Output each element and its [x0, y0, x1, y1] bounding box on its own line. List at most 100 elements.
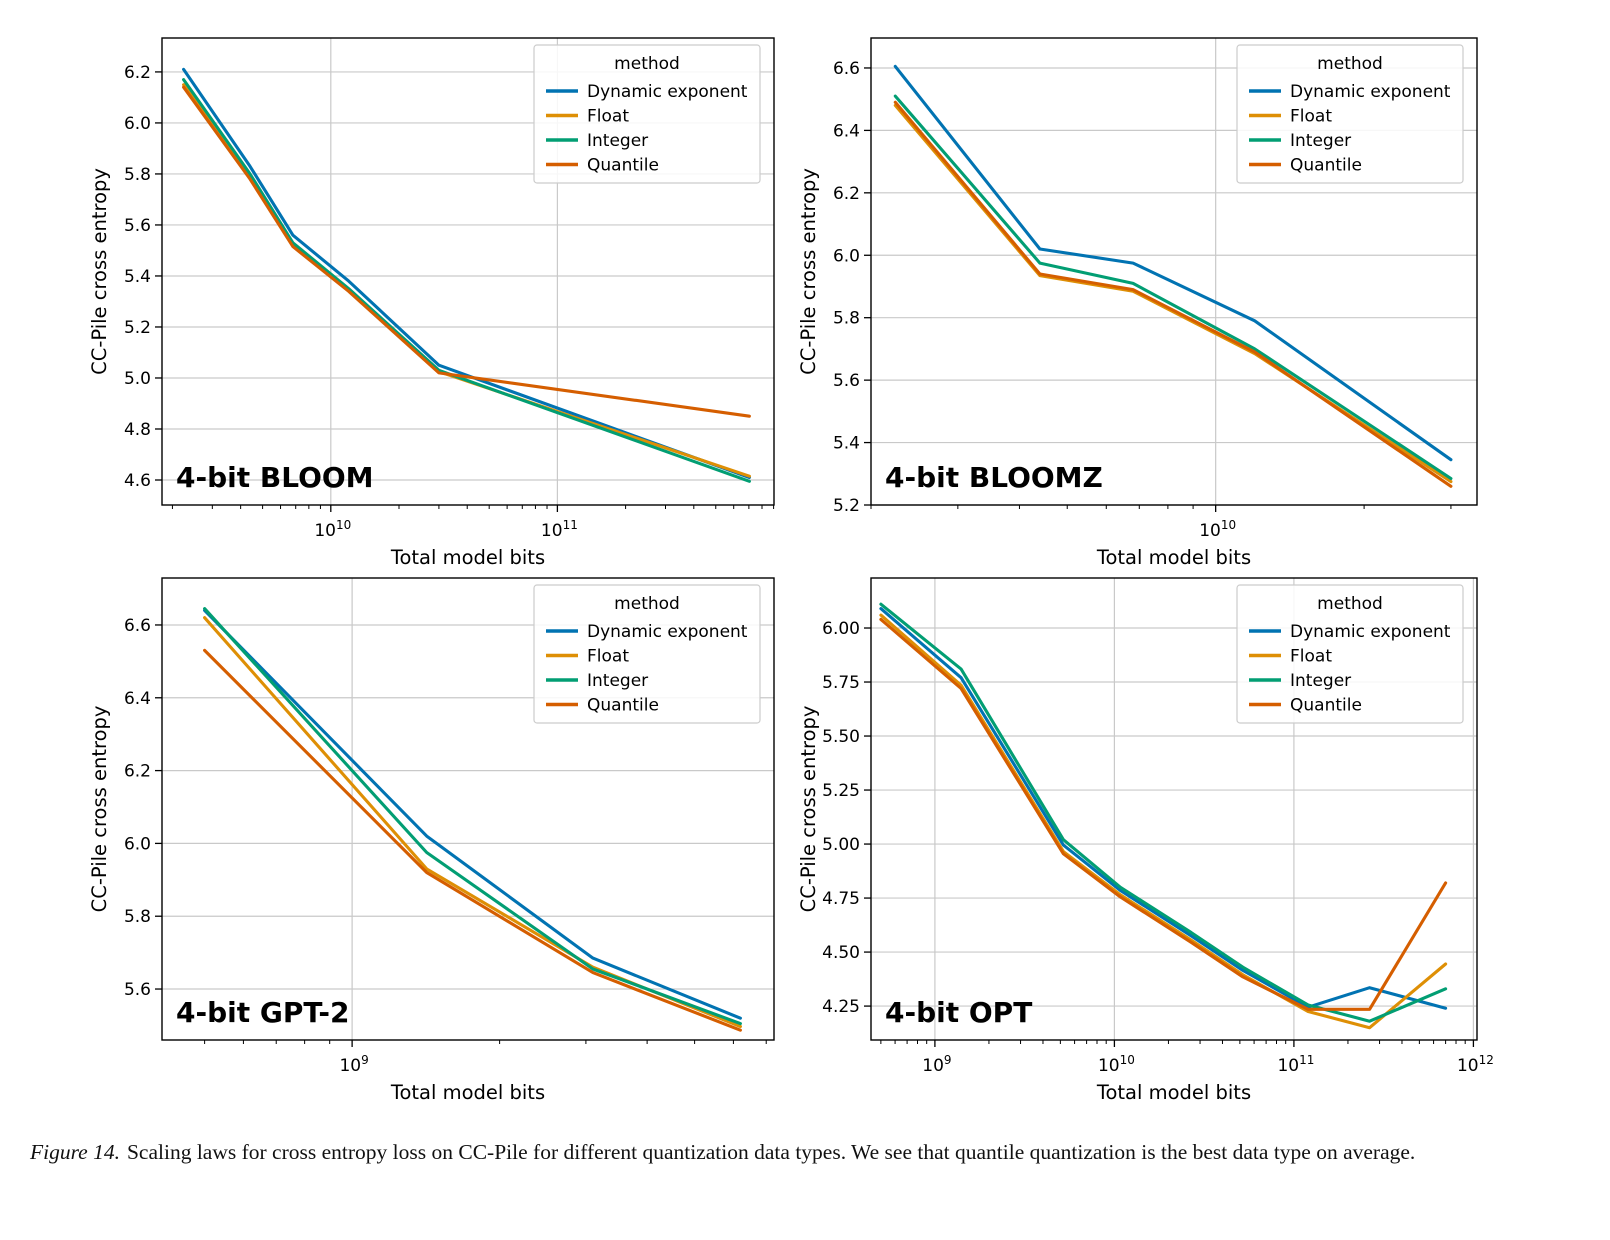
x-tick-label: 1010 [1199, 518, 1236, 541]
y-tick-label: 6.00 [822, 619, 860, 639]
legend-entry-integer: Integer [1290, 131, 1351, 151]
legend-box [1236, 584, 1464, 724]
legend-title: method [1317, 594, 1383, 614]
series-line-quantile [182, 85, 751, 418]
series-line-quantile [203, 648, 742, 1032]
y-tick-label: 6.2 [124, 762, 151, 782]
y-tick-label: 5.25 [822, 781, 860, 801]
y-tick-label: 5.8 [124, 907, 151, 927]
chart-4-bit-gpt-2: 109 5.6 5.8 6.0 6.2 6.4 6.6 Total model bits CC-… [88, 577, 775, 1100]
y-tick-label: 5.8 [124, 165, 151, 185]
y-tick-label: 5.75 [822, 673, 860, 693]
y-tick-label: 6.2 [833, 184, 860, 204]
y-tick-label: 5.50 [822, 727, 860, 747]
plot-border [161, 37, 775, 506]
y-tick-label: 6.6 [124, 616, 151, 636]
y-tick-label: 5.2 [833, 496, 860, 516]
legend: method Dynamic exponent Float Integer Quanti… [1236, 44, 1464, 184]
plot-title: 4-bit OPT [885, 996, 1032, 1029]
legend-box [533, 584, 761, 724]
legend-title: method [614, 54, 680, 74]
x-tick-label: 109 [922, 1053, 951, 1076]
plot-title: 4-bit BLOOM [176, 461, 374, 494]
chart-4-bit-bloom: 1010 1011 4.6 4.8 5.0 5.2 5.4 5.6 5.8 6.0 6.2 Total… [88, 37, 775, 569]
plot-border [161, 577, 775, 1041]
legend-entry-dynamic-exponent: Dynamic exponent [1290, 622, 1451, 642]
legend-entry-integer: Integer [587, 131, 648, 151]
x-tick-label: 1011 [541, 518, 578, 541]
legend: method Dynamic exponent Float Integer Quanti… [1236, 584, 1464, 724]
x-tick-label: 1012 [1457, 1053, 1494, 1076]
plot-title: 4-bit GPT-2 [176, 996, 349, 1029]
legend-entry-float: Float [1290, 107, 1332, 127]
charts-canvas: 1010 1011 4.6 4.8 5.0 5.2 5.4 5.6 5.8 6.0 6.2 Total… [88, 37, 1494, 1100]
legend-entry-quantile: Quantile [587, 156, 659, 176]
legend-entry-dynamic-exponent: Dynamic exponent [1290, 82, 1451, 102]
figure-caption: Figure 14. Scaling laws for cross entropy… [30, 1134, 1528, 1172]
series-line-dynamic-exponent [893, 64, 1453, 462]
legend-entry-float: Float [587, 647, 629, 667]
legend-entry-dynamic-exponent: Dynamic exponent [587, 82, 748, 102]
caption-label: Figure 14. [30, 1139, 120, 1164]
x-axis-label: Total model bits [390, 1081, 545, 1100]
y-tick-label: 6.0 [124, 114, 151, 134]
legend-entry-quantile: Quantile [1290, 696, 1362, 716]
y-tick-label: 6.0 [124, 834, 151, 854]
y-tick-label: 5.00 [822, 835, 860, 855]
x-axis-label: Total model bits [1096, 546, 1251, 569]
y-tick-label: 4.25 [822, 997, 860, 1017]
legend-entry-integer: Integer [587, 671, 648, 691]
plot-border [870, 577, 1478, 1041]
chart-4-bit-opt: 109 1010 1011 1012 4.25 4.50 4.75 5.00 5.25 5.50 5… [797, 577, 1494, 1100]
y-tick-label: 6.4 [124, 689, 151, 709]
y-tick-label: 5.6 [124, 980, 151, 1000]
series-line-integer [203, 607, 742, 1026]
legend-box [533, 44, 761, 184]
x-axis-label: Total model bits [1096, 1081, 1251, 1100]
series-line-quantile [879, 617, 1448, 1011]
y-tick-label: 4.6 [124, 471, 151, 491]
y-tick-label: 4.50 [822, 943, 860, 963]
legend-entry-dynamic-exponent: Dynamic exponent [587, 622, 748, 642]
y-axis-label: CC-Pile cross entropy [797, 168, 820, 375]
legend-entry-quantile: Quantile [1290, 156, 1362, 176]
legend-box [1236, 44, 1464, 184]
x-tick-label: 1010 [1098, 1053, 1135, 1076]
y-axis-label: CC-Pile cross entropy [797, 706, 820, 913]
y-tick-label: 5.6 [124, 216, 151, 236]
y-tick-label: 5.4 [124, 267, 151, 287]
y-tick-label: 6.0 [833, 246, 860, 266]
legend-entry-integer: Integer [1290, 671, 1351, 691]
series-line-dynamic-exponent [203, 608, 742, 1020]
x-tick-label: 109 [339, 1053, 368, 1076]
y-tick-label: 6.4 [833, 121, 860, 141]
chart-4-bit-bloomz: 1010 5.2 5.4 5.6 5.8 6.0 6.2 6.4 6.6 Total model … [797, 37, 1478, 569]
series-line-integer [893, 94, 1453, 481]
y-tick-label: 6.6 [833, 59, 860, 79]
x-axis-label: Total model bits [390, 546, 545, 569]
series-line-dynamic-exponent [182, 67, 751, 480]
y-tick-label: 5.4 [833, 434, 860, 454]
x-tick-label: 1011 [1277, 1053, 1314, 1076]
y-tick-label: 6.2 [124, 63, 151, 83]
y-tick-label: 5.6 [833, 371, 860, 391]
legend-title: method [614, 594, 680, 614]
legend-entry-quantile: Quantile [587, 696, 659, 716]
x-tick-label: 1010 [314, 518, 351, 541]
series-line-dynamic-exponent [879, 607, 1448, 1010]
y-axis-label: CC-Pile cross entropy [88, 706, 111, 913]
plot-title: 4-bit BLOOMZ [885, 461, 1103, 494]
series-line-integer [182, 78, 751, 483]
y-tick-label: 5.2 [124, 318, 151, 338]
legend: method Dynamic exponent Float Integer Quanti… [533, 44, 761, 184]
legend: method Dynamic exponent Float Integer Quanti… [533, 584, 761, 724]
y-tick-label: 4.8 [124, 420, 151, 440]
caption-text: Scaling laws for cross entropy loss on C… [126, 1139, 1416, 1164]
y-tick-label: 4.75 [822, 889, 860, 909]
legend-title: method [1317, 54, 1383, 74]
legend-entry-float: Float [587, 107, 629, 127]
series-line-integer [879, 602, 1448, 1023]
series-line-quantile [893, 100, 1453, 488]
y-tick-label: 5.0 [124, 369, 151, 389]
